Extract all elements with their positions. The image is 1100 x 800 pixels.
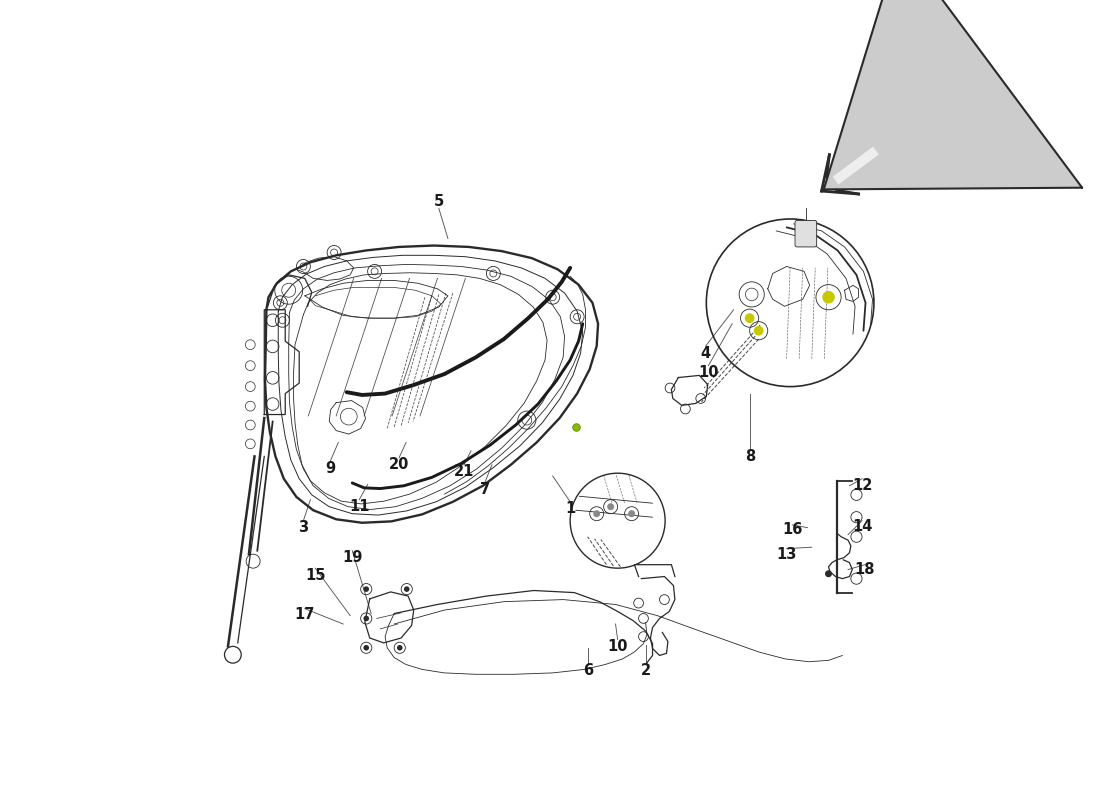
Circle shape	[397, 645, 403, 650]
Text: 3: 3	[298, 520, 308, 535]
Circle shape	[607, 503, 614, 510]
Circle shape	[363, 616, 368, 622]
Text: 15: 15	[305, 568, 326, 582]
Circle shape	[593, 510, 601, 517]
Text: 20: 20	[389, 458, 409, 472]
Circle shape	[628, 510, 635, 517]
Text: 4: 4	[701, 346, 711, 361]
Text: 9: 9	[324, 461, 336, 476]
Text: 21: 21	[454, 464, 474, 479]
Circle shape	[825, 570, 832, 578]
Text: 6: 6	[583, 663, 593, 678]
Circle shape	[822, 291, 835, 303]
Text: 19: 19	[342, 550, 363, 565]
Text: 7: 7	[480, 482, 490, 497]
FancyBboxPatch shape	[795, 220, 816, 247]
Text: 14: 14	[851, 518, 872, 534]
Text: 5: 5	[433, 194, 444, 209]
Text: 11: 11	[349, 499, 370, 514]
Circle shape	[754, 326, 763, 336]
Text: 10: 10	[607, 639, 628, 654]
Circle shape	[363, 645, 368, 650]
Circle shape	[745, 314, 755, 323]
Text: 2: 2	[640, 663, 650, 678]
Text: 18: 18	[855, 562, 876, 577]
Text: 13: 13	[777, 546, 796, 562]
Text: 8: 8	[745, 449, 756, 464]
Text: 17: 17	[295, 607, 315, 622]
Text: 16: 16	[782, 522, 802, 538]
Text: 10: 10	[698, 365, 718, 380]
Text: 1: 1	[565, 502, 575, 516]
Circle shape	[363, 586, 368, 592]
Text: 12: 12	[851, 478, 872, 494]
Circle shape	[404, 586, 409, 592]
